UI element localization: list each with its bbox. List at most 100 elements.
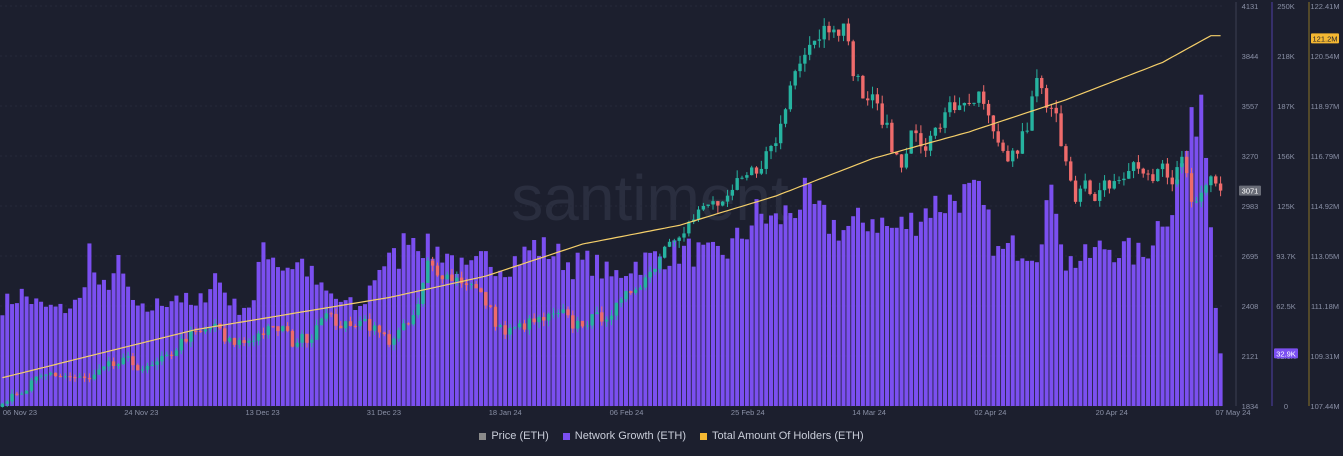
growth-bar <box>536 255 542 406</box>
holders-tick-label: 111.18M <box>1311 302 1339 311</box>
price-candle <box>735 178 739 190</box>
growth-bar <box>851 216 856 406</box>
growth-bar <box>759 213 764 406</box>
growth-bar <box>333 298 338 406</box>
growth-bar <box>372 280 377 406</box>
growth-bar <box>904 229 909 406</box>
growth-bar <box>1141 256 1146 406</box>
price-candle <box>851 41 855 77</box>
growth-bar <box>648 252 653 406</box>
price-candle <box>339 325 343 329</box>
holders-tick-label: 113.05M <box>1311 252 1340 261</box>
price-candle <box>416 303 420 316</box>
growth-bar <box>1175 179 1180 406</box>
growth-bar <box>938 212 943 406</box>
price-candle <box>919 133 923 147</box>
legend-item[interactable]: Network Growth (ETH) <box>562 430 686 442</box>
price-candle <box>546 313 551 321</box>
growth-bar <box>440 262 445 406</box>
legend-label: Total Amount Of Holders (ETH) <box>712 430 864 442</box>
growth-bar <box>599 278 604 406</box>
growth-bar <box>614 270 619 406</box>
growth-bar <box>1194 136 1199 406</box>
price-candle <box>875 94 880 104</box>
price-candle <box>1199 192 1203 202</box>
price-candle <box>1112 181 1116 189</box>
growth-bar <box>565 262 571 406</box>
price-tick-label: 2408 <box>1242 302 1259 311</box>
price-candle <box>580 320 585 327</box>
price-candle <box>1001 142 1005 151</box>
price-candle <box>334 313 338 326</box>
growth-bar <box>628 273 633 406</box>
price-candle <box>1088 180 1092 194</box>
price-candle <box>1180 156 1184 168</box>
holders-tick-label: 118.97M <box>1311 102 1340 111</box>
price-candle <box>1209 176 1213 186</box>
price-candle <box>392 338 396 345</box>
growth-bar <box>1102 249 1107 406</box>
growth-bar <box>193 305 198 406</box>
growth-bar <box>802 177 807 406</box>
price-candle <box>450 274 454 282</box>
growth-bar <box>1020 258 1025 406</box>
growth-bar <box>749 225 754 406</box>
price-candle <box>788 85 793 110</box>
price-candle <box>774 143 778 146</box>
price-candle <box>517 323 522 328</box>
growth-bar <box>1126 237 1131 406</box>
growth-bar <box>580 259 585 406</box>
growth-bar <box>914 235 919 406</box>
price-candle <box>169 354 174 356</box>
growth-bar <box>570 279 575 406</box>
holders-tick-label: 114.92M <box>1311 202 1340 211</box>
price-candle <box>1006 150 1010 162</box>
growth-bar <box>478 251 483 406</box>
price-candle <box>247 340 251 344</box>
growth-bar <box>338 301 343 406</box>
growth-bar <box>986 209 991 406</box>
growth-bar <box>1146 258 1151 406</box>
growth-bar <box>860 222 865 406</box>
growth-bar <box>1025 260 1030 406</box>
growth-bar <box>981 204 986 406</box>
growth-bar <box>314 284 319 406</box>
price-current-value: 3071 <box>1242 187 1259 196</box>
price-candle <box>131 356 135 366</box>
growth-bar <box>329 293 334 406</box>
price-candle <box>716 201 720 206</box>
growth-bar <box>667 265 672 406</box>
price-candle <box>1136 162 1141 169</box>
price-candle <box>899 154 904 168</box>
growth-bar <box>831 219 836 406</box>
price-candle <box>87 377 92 380</box>
growth-bar <box>681 245 687 406</box>
price-candle <box>653 268 657 272</box>
growth-bar <box>1088 257 1093 406</box>
price-candle <box>92 374 96 380</box>
price-candle <box>503 325 507 335</box>
price-candle <box>643 277 648 288</box>
growth-bar <box>87 243 92 406</box>
price-candle <box>348 321 353 326</box>
growth-bar <box>1059 244 1064 406</box>
price-candle <box>1194 201 1199 203</box>
price-tick-label: 2121 <box>1242 352 1259 361</box>
price-candle <box>401 323 406 331</box>
legend-item[interactable]: Total Amount Of Holders (ETH) <box>700 430 864 442</box>
price-candle <box>904 153 909 168</box>
price-tick-label: 3270 <box>1242 152 1259 161</box>
growth-bar <box>53 306 58 406</box>
legend-item[interactable]: Price (ETH) <box>479 430 549 442</box>
price-candle <box>909 130 913 154</box>
price-candle <box>387 334 391 345</box>
growth-bar <box>769 215 774 406</box>
price-candle <box>319 318 324 326</box>
price-candle <box>261 333 266 335</box>
growth-bar <box>735 227 740 406</box>
price-candle <box>435 265 440 276</box>
price-candle <box>324 313 328 319</box>
growth-bar <box>435 246 440 406</box>
growth-current-value: 32.9K <box>1276 349 1296 358</box>
price-candle <box>895 152 899 155</box>
